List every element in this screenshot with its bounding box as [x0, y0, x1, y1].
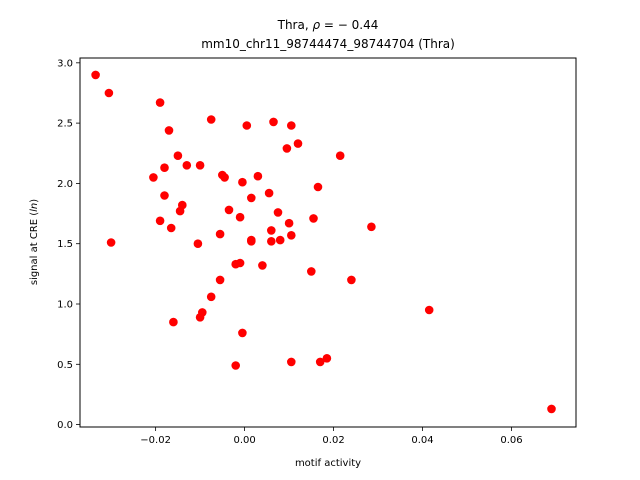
- x-tick-label: 0.02: [322, 435, 344, 446]
- data-point-2: [106, 238, 116, 247]
- data-point-29: [238, 177, 247, 187]
- data-point-44: [287, 231, 296, 240]
- data-point-50: [335, 151, 345, 160]
- data-point-16: [169, 317, 178, 327]
- data-point-5: [149, 173, 158, 182]
- x-tick-label: 0.06: [500, 435, 522, 446]
- data-point-48: [309, 214, 318, 223]
- x-tick-label: 0.04: [411, 435, 433, 446]
- data-point-54: [238, 328, 247, 338]
- y-tick-label: 0.5: [57, 360, 73, 371]
- data-point-52: [367, 222, 376, 232]
- data-point-42: [282, 144, 292, 153]
- y-tick-label: 3.0: [57, 58, 73, 69]
- data-point-30: [242, 121, 252, 130]
- chart-title: Thra, ρ = − 0.44: [277, 18, 379, 32]
- y-tick-label: 1.5: [57, 239, 73, 250]
- axis-ticks: −0.02 0.00 0.02 0.04 0.06 0.0 0.5 1.0 1.5 2.0 2.5 3…: [57, 58, 523, 446]
- data-point-55: [287, 357, 296, 367]
- data-point-38: [267, 226, 276, 235]
- x-tick-label: 0.00: [233, 435, 255, 446]
- data-point-59: [547, 404, 556, 414]
- data-point-36: [264, 188, 274, 198]
- data-point-28: [235, 258, 245, 268]
- data-point-8: [155, 216, 165, 226]
- data-point-34: [253, 171, 263, 181]
- data-point-6: [160, 163, 169, 172]
- data-point-39: [269, 117, 278, 127]
- data-point-3: [155, 98, 165, 107]
- x-axis-label: motif activity: [295, 458, 361, 469]
- y-tick-label: 2.5: [57, 119, 73, 130]
- data-point-47: [307, 267, 316, 276]
- data-point-15: [193, 239, 203, 248]
- data-point-53: [231, 361, 240, 370]
- data-point-12: [195, 161, 205, 170]
- data-point-25: [224, 205, 234, 215]
- data-point-40: [273, 208, 283, 217]
- data-point-43: [284, 218, 294, 228]
- data-point-32: [247, 193, 256, 203]
- data-point-4: [164, 126, 174, 135]
- data-point-19: [206, 115, 216, 124]
- data-point-46: [293, 139, 303, 148]
- x-tick-label: −0.02: [140, 435, 171, 446]
- data-point-7: [160, 191, 169, 200]
- data-point-0: [91, 70, 100, 80]
- data-point-41: [275, 235, 285, 245]
- data-point-58: [424, 305, 434, 315]
- data-point-35: [258, 261, 267, 270]
- data-point-49: [313, 182, 323, 192]
- y-tick-label: 0.0: [57, 420, 73, 431]
- data-point-1: [104, 88, 114, 98]
- data-point-9: [166, 223, 176, 233]
- data-point-57: [322, 354, 332, 363]
- data-point-45: [287, 121, 296, 130]
- data-point-33: [247, 235, 256, 245]
- data-point-10: [173, 151, 183, 160]
- data-point-14: [175, 206, 185, 216]
- data-point-21: [215, 275, 225, 285]
- plot-frame: [79, 57, 577, 428]
- chart-subtitle: mm10_chr11_98744474_98744704 (Thra): [201, 37, 455, 51]
- data-point-24: [220, 173, 229, 182]
- data-point-37: [267, 237, 276, 246]
- data-point-11: [182, 161, 192, 170]
- data-point-27: [235, 212, 245, 222]
- data-point-20: [206, 292, 216, 302]
- data-points: [91, 70, 556, 414]
- data-point-51: [347, 275, 356, 285]
- data-point-56: [315, 357, 325, 367]
- data-point-22: [215, 229, 225, 239]
- y-tick-label: 1.0: [57, 300, 73, 311]
- y-axis-label: signal at CRE (ln): [29, 199, 40, 285]
- data-point-18: [198, 308, 207, 317]
- y-tick-label: 2.0: [57, 179, 73, 190]
